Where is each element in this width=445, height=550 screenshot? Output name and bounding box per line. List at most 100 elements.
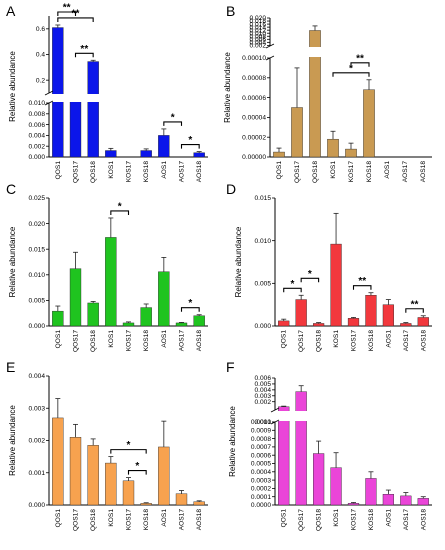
panel-c-x-tick-label: QOS1 xyxy=(55,330,62,349)
panel-a-x-tick-label: KOS1 xyxy=(108,161,115,179)
panel-d-significance-bracket xyxy=(405,308,424,313)
panel-f-axis-break-mark xyxy=(270,407,280,413)
panel-a-bar xyxy=(193,152,205,158)
panel-f-y-tick-label: 0.001 xyxy=(254,419,271,426)
panel-c-significance-label: * xyxy=(188,298,192,309)
panel-b-y-tick-label: 0.00010 xyxy=(242,55,266,62)
panel-f-y-tick-label: 0.0002 xyxy=(251,486,272,493)
panel-e-x-tick-label: QOS17 xyxy=(73,509,80,531)
panel-d-significance-label: * xyxy=(308,269,312,280)
panel-b-bar xyxy=(345,148,357,158)
panel-c-bar xyxy=(69,268,82,327)
panel-e-x-tick-label: KOS17 xyxy=(126,509,133,531)
panel-a-significance-label: * xyxy=(188,135,192,146)
panel-a-bar xyxy=(158,135,170,158)
panel-a-significance-bracket xyxy=(74,52,94,58)
panel-a-y-axis-label: Relative abundance xyxy=(8,51,17,122)
panel-a-significance-bracket xyxy=(180,144,200,149)
panel-a-y-tick-label: 0.006 xyxy=(28,122,45,129)
panel-e-y-tick-label: 0.000 xyxy=(28,502,45,509)
panel-b-y-tick-label: 0.00002 xyxy=(242,134,266,141)
panel-d-y-tick-label: 0.000 xyxy=(254,323,271,330)
panel-b-axis-break-mark xyxy=(265,55,275,61)
panel-d-x-tick-label: AOS17 xyxy=(403,330,410,352)
panel-e-bar xyxy=(69,437,82,506)
panel-c-significance-bracket xyxy=(110,210,130,215)
panel-d-y-tick-label: 0.015 xyxy=(254,195,271,202)
panel-letter-c: C xyxy=(6,181,16,197)
panel-f-bar xyxy=(295,391,307,506)
panel-e-x-tick-label: KOS18 xyxy=(143,509,150,531)
panel-a-bar xyxy=(87,61,99,158)
panel-letter-a: A xyxy=(6,3,16,19)
panel-a-axis-break-mark xyxy=(44,100,54,106)
panel-b-x-tick-label: KOS18 xyxy=(366,161,373,183)
panel-a-bar xyxy=(52,27,64,158)
panel-b-y-tick-label: 0.00000 xyxy=(242,154,266,161)
panel-a-x-tick-label: KOS17 xyxy=(126,161,133,183)
panel-c-bar xyxy=(193,315,205,327)
panel-letter-f: F xyxy=(226,359,235,375)
panel-f-y-tick-label: 0.0008 xyxy=(251,436,272,443)
panel-d-x-tick-label: QOS17 xyxy=(298,330,305,352)
panel-d-x-tick-label: QOS1 xyxy=(281,330,288,349)
panel-a-significance-label: ** xyxy=(80,44,88,55)
panel-a-x-tick-label: QOS18 xyxy=(90,161,97,183)
panel-e-bar xyxy=(193,501,205,506)
panel-f-y-tick-label: 0.005 xyxy=(254,381,271,388)
panel-c-y-tick-label: 0.005 xyxy=(28,298,45,305)
panel-b-x-tick-label: KOS1 xyxy=(330,161,337,179)
panel-e-significance-bracket xyxy=(110,449,147,454)
panel-c-bar xyxy=(158,271,170,327)
panel-c-chart: 0.000 0.005 0.010 0.015 0.020 0.025 Relative a… xyxy=(8,195,208,352)
panel-d-bar xyxy=(365,295,377,327)
panel-c-bar xyxy=(87,302,99,327)
panel-b-bar xyxy=(273,151,285,158)
panel-d-bar xyxy=(417,317,429,327)
panel-b-axis-break-gap xyxy=(266,47,434,57)
panel-b-significance-label: ** xyxy=(356,53,364,64)
panel-a-bar xyxy=(140,150,152,158)
panel-d-y-tick-label: 0.005 xyxy=(254,281,271,288)
panel-e-x-tick-label: KOS1 xyxy=(108,509,115,527)
panel-e-x-tick-label: QOS18 xyxy=(90,509,97,531)
panel-c-x-tick-label: KOS17 xyxy=(126,330,133,352)
panel-b-bar xyxy=(327,138,339,158)
panel-e-bar xyxy=(52,417,64,506)
panel-f-y-tick-label: 0.004 xyxy=(254,387,271,394)
panel-f-x-tick-label: AOS17 xyxy=(403,509,410,531)
panel-f-y-tick-label: 0.0010 xyxy=(251,419,272,426)
panel-d-bar xyxy=(313,323,325,327)
panel-f-x-tick-label: QOS1 xyxy=(281,509,288,528)
panel-b-x-tick-label: AOS17 xyxy=(402,161,409,183)
panel-b-y-tick-label: 0.018 xyxy=(249,18,266,25)
panel-f-bar xyxy=(382,494,394,506)
panel-b-y-tick-label: 0.00004 xyxy=(242,115,266,122)
panel-e-bar xyxy=(87,445,99,506)
panel-c-x-tick-label: AOS18 xyxy=(196,330,203,352)
panel-c-x-tick-label: KOS18 xyxy=(143,330,150,352)
panel-b-y-tick-label: 0.006 xyxy=(249,37,266,44)
panel-e-y-tick-label: 0.001 xyxy=(28,470,45,477)
panel-c-bar xyxy=(175,322,188,327)
panel-d-bar xyxy=(382,304,394,327)
panel-f-bar xyxy=(347,503,360,506)
panel-a-chart: 0.000 0.002 0.004 0.006 0.008 0.010 0.2 0.4 0.6 R… xyxy=(8,3,210,183)
panel-d-significance-label: ** xyxy=(358,276,366,287)
panel-c-y-axis-label: Relative abundance xyxy=(8,226,17,297)
panel-a-y-tick-label: 0.002 xyxy=(28,143,45,150)
panel-c-x-tick-label: QOS18 xyxy=(90,330,97,352)
panel-e-x-tick-label: QOS1 xyxy=(55,509,62,528)
panel-d-y-tick-label: 0.010 xyxy=(254,238,271,245)
panel-a-y-tick-label: 0.6 xyxy=(36,26,45,33)
panel-f-y-tick-label: 0.0006 xyxy=(251,452,272,459)
panel-e-chart: 0.000 0.001 0.002 0.003 0.004 Relative abunda… xyxy=(8,373,208,531)
panel-c-y-tick-label: 0.000 xyxy=(28,323,45,330)
panel-a-x-tick-label: QOS17 xyxy=(73,161,80,183)
panel-c-bar xyxy=(140,307,152,327)
panel-f-bar xyxy=(365,478,377,506)
panel-d-x-tick-label: KOS18 xyxy=(368,330,375,352)
panel-e-x-tick-label: AOS1 xyxy=(161,509,168,527)
panel-f-bar xyxy=(330,467,342,506)
